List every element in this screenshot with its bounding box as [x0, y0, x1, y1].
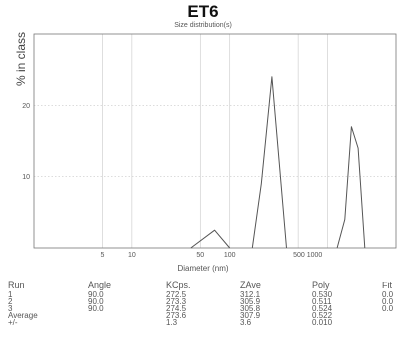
table-cell: 312.1 [240, 290, 261, 299]
table-cell: 305.8 [240, 304, 261, 313]
results-header-row: Run Angle KCps. ZAve Poly Fit [8, 280, 400, 291]
table-cell: 0.0 [382, 298, 394, 305]
results-header-cell: Poly [312, 280, 330, 290]
table-cell: 3 [8, 304, 13, 313]
table-cell [88, 312, 166, 319]
table-cell: 0.511 [312, 297, 332, 306]
table-cell: 3.6 [240, 318, 252, 327]
y-ticks: 10 20 [22, 103, 30, 181]
table-cell [88, 319, 166, 326]
results-header-cell: ZAve [240, 280, 261, 290]
table-cell [382, 312, 400, 319]
table-cell: 274.5 [166, 304, 187, 313]
results-header-cell: Run [8, 280, 25, 290]
table-cell: 307.9 [240, 311, 261, 320]
table-row: 2 90.0 273.3 305.9 0.511 0.0 [8, 297, 400, 306]
x-tick-label-0: 5 [100, 252, 104, 259]
chart-subtitle: Size distribution(s) [174, 22, 232, 29]
table-row: 1 90.0 272.5 312.1 0.530 0.0 [8, 290, 400, 299]
table-cell: 273.6 [166, 311, 187, 320]
results-header-cell: KCps. [166, 280, 191, 290]
figure-title: ET6 [187, 2, 219, 21]
table-cell: 2 [8, 297, 13, 306]
x-tick-label-1: 10 [128, 252, 136, 259]
table-cell: 0.522 [312, 311, 333, 320]
x-tick-label-2: 50 [196, 252, 204, 259]
table-cell: 1 [8, 290, 13, 299]
distribution-peak-1 [190, 229, 231, 249]
results-header-cell: Angle [88, 280, 112, 290]
table-cell: 0.0 [382, 305, 394, 312]
table-cell: 0.010 [312, 318, 333, 327]
x-axis-label: Diameter (nm) [177, 264, 229, 273]
table-row: 3 90.0 274.5 305.8 0.524 0.0 [8, 304, 400, 313]
grid [34, 34, 396, 248]
table-cell: 305.9 [240, 297, 261, 306]
y-tick-label-0: 10 [22, 174, 30, 181]
table-cell: 90.0 [88, 290, 104, 299]
series [190, 76, 366, 249]
table-row: Average 273.6 307.9 0.522 [8, 311, 400, 320]
y-tick-label-1: 20 [22, 103, 30, 110]
size-distribution-plot: 10 20 5 10 50 100 500 1000 [22, 33, 397, 259]
table-cell: 90.0 [88, 304, 104, 313]
table-cell: 0.530 [312, 290, 333, 299]
table-cell: 0.0 [382, 291, 394, 298]
table-row: +/- 1.3 3.6 0.010 [8, 318, 400, 327]
distribution-peak-2 [251, 76, 287, 249]
x-tick-label-3: 100 [224, 252, 236, 259]
x-ticks: 5 10 50 100 500 1000 [100, 252, 322, 259]
table-cell [382, 319, 400, 326]
distribution-peak-3 [336, 126, 366, 249]
table-cell: 272.5 [166, 290, 187, 299]
results-table: Run Angle KCps. ZAve Poly Fit 1 90.0 272.5 312.1 0… [8, 280, 400, 327]
plot-frame [33, 33, 397, 249]
table-cell: Average [8, 311, 38, 320]
table-cell: 1.3 [166, 318, 178, 327]
table-cell: 90.0 [88, 297, 104, 306]
table-cell: 0.524 [312, 304, 333, 313]
table-cell: +/- [8, 318, 18, 327]
x-tick-label-4: 500 1000 [293, 252, 322, 259]
table-cell: 273.3 [166, 297, 187, 306]
results-header-cell: Fit [382, 282, 392, 290]
